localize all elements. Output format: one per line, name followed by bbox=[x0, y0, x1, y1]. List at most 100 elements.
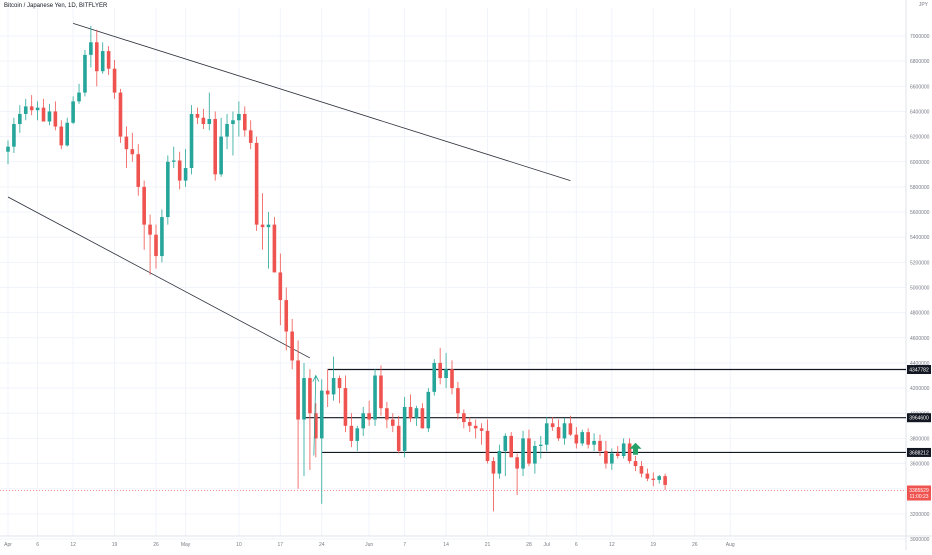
candle-body[interactable] bbox=[47, 111, 52, 122]
candle-body[interactable] bbox=[657, 476, 661, 480]
candle-body[interactable] bbox=[71, 101, 75, 123]
candle-body[interactable] bbox=[396, 425, 401, 451]
candle-body[interactable] bbox=[343, 388, 348, 426]
candle-body[interactable] bbox=[379, 375, 383, 409]
candle-body[interactable] bbox=[467, 422, 472, 426]
candle-body[interactable] bbox=[373, 375, 377, 420]
candle-body[interactable] bbox=[509, 435, 513, 458]
candle-body[interactable] bbox=[432, 362, 437, 392]
candle-body[interactable] bbox=[148, 224, 152, 235]
candle-body[interactable] bbox=[231, 120, 235, 125]
candle-body[interactable] bbox=[166, 161, 170, 218]
candle-body[interactable] bbox=[278, 272, 283, 301]
candle-body[interactable] bbox=[456, 388, 460, 414]
candle-body[interactable] bbox=[302, 378, 306, 420]
candle-body[interactable] bbox=[414, 408, 419, 419]
candle-body[interactable] bbox=[314, 413, 318, 439]
candle-body[interactable] bbox=[195, 113, 200, 118]
candle-body[interactable] bbox=[35, 107, 40, 111]
candle-body[interactable] bbox=[183, 168, 188, 181]
candle-body[interactable] bbox=[420, 408, 425, 429]
trendline[interactable] bbox=[72, 23, 571, 181]
candle-body[interactable] bbox=[556, 427, 561, 439]
candle-body[interactable] bbox=[95, 42, 99, 72]
candle-body[interactable] bbox=[124, 136, 129, 150]
candle-body[interactable] bbox=[177, 160, 182, 181]
candle-body[interactable] bbox=[503, 435, 508, 451]
candle-body[interactable] bbox=[130, 149, 135, 155]
candle-body[interactable] bbox=[391, 419, 395, 426]
candle-body[interactable] bbox=[361, 413, 365, 429]
candle-body[interactable] bbox=[290, 331, 294, 361]
candle-body[interactable] bbox=[527, 438, 531, 464]
currency-badge[interactable]: JPY bbox=[918, 2, 928, 8]
candle-body[interactable] bbox=[592, 440, 596, 445]
candle-body[interactable] bbox=[539, 444, 543, 446]
candle-body[interactable] bbox=[136, 154, 141, 187]
candle-body[interactable] bbox=[408, 406, 413, 419]
candle-body[interactable] bbox=[610, 453, 614, 464]
candle-body[interactable] bbox=[219, 136, 223, 175]
candle-body[interactable] bbox=[663, 476, 667, 485]
candle-body[interactable] bbox=[237, 113, 241, 121]
candle-body[interactable] bbox=[485, 430, 490, 462]
candle-body[interactable] bbox=[473, 425, 478, 429]
candle-body[interactable] bbox=[533, 445, 537, 464]
candle-body[interactable] bbox=[243, 113, 247, 131]
candle-body[interactable] bbox=[586, 432, 590, 445]
candle-body[interactable] bbox=[550, 423, 555, 428]
candle-body[interactable] bbox=[568, 423, 573, 435]
candle-body[interactable] bbox=[598, 440, 602, 451]
candle-body[interactable] bbox=[385, 408, 389, 420]
candle-body[interactable] bbox=[438, 362, 442, 379]
trendline[interactable] bbox=[7, 196, 311, 359]
candle-body[interactable] bbox=[142, 186, 146, 225]
candle-body[interactable] bbox=[201, 117, 206, 125]
candle-body[interactable] bbox=[41, 107, 46, 122]
candle-body[interactable] bbox=[18, 113, 22, 125]
candle-body[interactable] bbox=[225, 124, 229, 137]
candle-body[interactable] bbox=[53, 111, 58, 127]
candle-body[interactable] bbox=[604, 450, 608, 464]
candle-body[interactable] bbox=[254, 142, 259, 225]
candle-body[interactable] bbox=[213, 118, 217, 175]
candle-body[interactable] bbox=[337, 378, 342, 389]
candle-body[interactable] bbox=[100, 51, 105, 72]
candle-body[interactable] bbox=[272, 224, 277, 273]
candle-body[interactable] bbox=[83, 54, 87, 93]
candle-body[interactable] bbox=[12, 124, 16, 147]
candle-body[interactable] bbox=[521, 438, 525, 469]
candle-body[interactable] bbox=[89, 42, 93, 55]
candle-body[interactable] bbox=[462, 413, 466, 423]
candle-body[interactable] bbox=[355, 428, 360, 441]
candle-body[interactable] bbox=[615, 453, 620, 457]
candle-body[interactable] bbox=[189, 113, 194, 169]
candle-body[interactable] bbox=[160, 217, 164, 257]
candle-body[interactable] bbox=[248, 130, 253, 143]
candle-body[interactable] bbox=[621, 443, 626, 457]
candle-body[interactable] bbox=[154, 234, 158, 257]
candle-body[interactable] bbox=[207, 118, 212, 125]
candle-body[interactable] bbox=[296, 360, 300, 420]
candle-body[interactable] bbox=[426, 391, 431, 429]
candle-body[interactable] bbox=[491, 461, 496, 474]
candle-body[interactable] bbox=[627, 443, 632, 462]
candle-body[interactable] bbox=[6, 146, 10, 152]
candle-body[interactable] bbox=[367, 413, 371, 420]
candle-body[interactable] bbox=[77, 92, 81, 102]
candle-body[interactable] bbox=[23, 106, 28, 114]
candle-body[interactable] bbox=[562, 423, 567, 439]
candle-body[interactable] bbox=[544, 423, 549, 445]
candle-body[interactable] bbox=[651, 478, 656, 480]
candle-body[interactable] bbox=[580, 432, 585, 444]
candle-body[interactable] bbox=[574, 434, 579, 444]
candle-body[interactable] bbox=[266, 224, 271, 228]
candle-body[interactable] bbox=[515, 457, 519, 469]
candle-body[interactable] bbox=[260, 224, 265, 228]
candle-body[interactable] bbox=[349, 425, 354, 441]
candle-body[interactable] bbox=[325, 390, 330, 395]
candle-body[interactable] bbox=[308, 378, 312, 414]
candle-body[interactable] bbox=[633, 461, 638, 467]
candle-body[interactable] bbox=[639, 466, 644, 474]
